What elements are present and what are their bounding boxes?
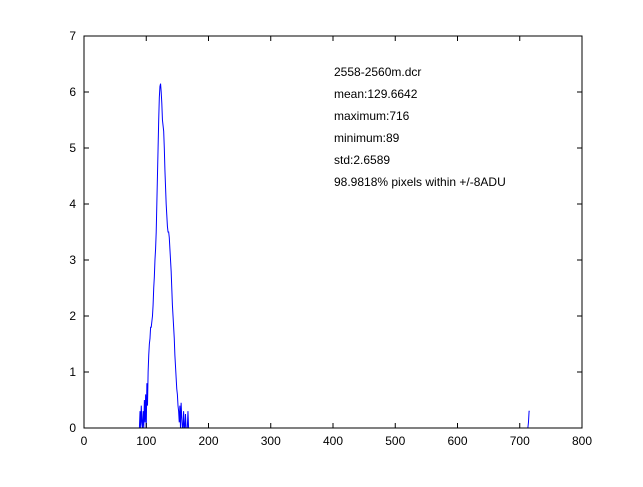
x-tick-label-0: 0 xyxy=(81,434,88,448)
x-tick-label-5: 500 xyxy=(385,434,405,448)
plot-area xyxy=(84,36,582,428)
annotation-maximum: maximum:716 xyxy=(334,109,410,123)
x-tick-label-7: 700 xyxy=(510,434,530,448)
x-tick-label-3: 300 xyxy=(261,434,281,448)
x-tick-label-2: 200 xyxy=(198,434,218,448)
x-tick-label-8: 800 xyxy=(572,434,592,448)
annotation-filename: 2558-2560m.dcr xyxy=(334,65,421,79)
y-tick-label-3: 3 xyxy=(69,253,76,267)
y-tick-label-7: 7 xyxy=(69,29,76,43)
y-tick-label-1: 1 xyxy=(69,365,76,379)
annotation-text-block: 2558-2560m.dcr mean:129.6642 maximum:716 mi… xyxy=(334,65,506,189)
annotation-std: std:2.6589 xyxy=(334,153,390,167)
x-tick-label-4: 400 xyxy=(323,434,343,448)
y-tick-label-5: 5 xyxy=(69,141,76,155)
axes: 0 100 200 300 400 500 600 700 800 0 1 2 3 4 5 6 7 xyxy=(69,29,592,448)
y-tick-label-2: 2 xyxy=(69,309,76,323)
x-tick-label-6: 600 xyxy=(447,434,467,448)
y-tick-label-4: 4 xyxy=(69,197,76,211)
x-tick-label-1: 100 xyxy=(136,434,156,448)
annotation-within: 98.9818% pixels within +/-8ADU xyxy=(334,175,506,189)
annotation-minimum: minimum:89 xyxy=(334,131,400,145)
annotation-mean: mean:129.6642 xyxy=(334,87,418,101)
y-tick-label-6: 6 xyxy=(69,85,76,99)
y-tick-label-0: 0 xyxy=(69,421,76,435)
